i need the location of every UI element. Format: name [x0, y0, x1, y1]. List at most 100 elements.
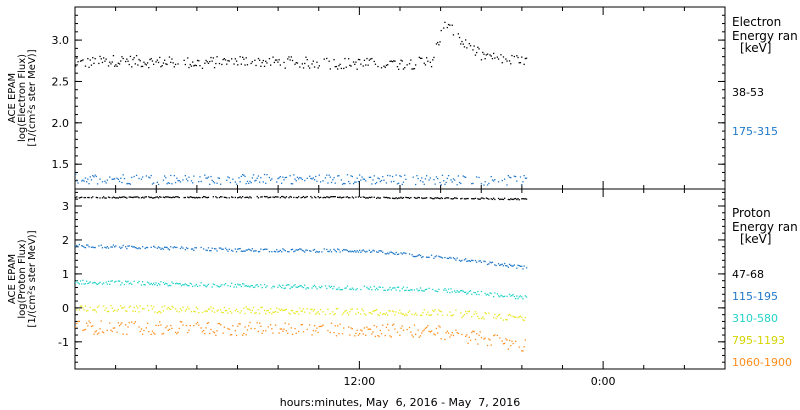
- data-point: [327, 196, 329, 198]
- data-point: [367, 288, 369, 290]
- data-point: [171, 197, 173, 199]
- data-point: [194, 247, 196, 249]
- data-point: [412, 68, 414, 70]
- data-point: [117, 178, 119, 180]
- data-point: [145, 327, 147, 329]
- data-point: [79, 60, 82, 62]
- data-point: [433, 198, 435, 200]
- data-point: [473, 45, 475, 47]
- data-point: [157, 311, 160, 313]
- data-point: [441, 257, 444, 259]
- data-point: [99, 55, 101, 58]
- data-point: [273, 196, 275, 199]
- data-point: [363, 250, 366, 252]
- data-point: [460, 43, 462, 45]
- legend-unit: [keV]: [740, 41, 771, 55]
- data-point: [326, 174, 328, 176]
- data-point: [101, 283, 104, 285]
- data-point: [515, 175, 517, 178]
- data-point: [345, 287, 347, 289]
- data-point: [404, 289, 406, 292]
- data-point: [323, 58, 325, 60]
- data-point: [170, 308, 172, 310]
- data-point: [187, 57, 189, 59]
- data-point: [281, 251, 283, 253]
- data-point: [494, 57, 496, 59]
- data-point: [259, 181, 261, 183]
- data-point: [127, 326, 129, 328]
- data-point: [320, 196, 322, 198]
- data-point: [107, 196, 110, 198]
- data-point: [493, 335, 495, 337]
- data-point: [344, 287, 346, 289]
- data-point: [501, 295, 503, 297]
- data-point: [396, 331, 399, 333]
- data-point: [298, 313, 300, 315]
- data-point: [118, 280, 121, 282]
- data-point: [151, 308, 154, 310]
- data-point: [109, 176, 111, 178]
- data-point: [452, 314, 455, 316]
- data-point: [193, 175, 195, 177]
- data-point: [290, 309, 292, 311]
- data-point: [378, 178, 380, 180]
- data-point: [103, 282, 105, 284]
- data-point: [461, 40, 463, 43]
- data-point: [301, 196, 303, 198]
- data-point: [511, 265, 513, 267]
- data-point: [268, 196, 271, 199]
- data-point: [458, 36, 461, 39]
- data-point: [228, 177, 230, 179]
- data-point: [468, 310, 470, 312]
- data-point: [422, 312, 424, 314]
- data-point: [154, 246, 156, 248]
- data-point: [89, 306, 91, 309]
- data-point: [334, 250, 336, 252]
- data-point: [146, 246, 149, 249]
- data-point: [324, 177, 327, 179]
- data-point: [86, 280, 88, 282]
- data-point: [310, 250, 312, 252]
- data-point: [111, 307, 113, 309]
- data-point: [296, 310, 299, 313]
- data-point: [88, 196, 90, 199]
- data-point: [115, 64, 117, 66]
- data-point: [188, 285, 190, 287]
- legend-entry: 1060-1900: [732, 356, 792, 369]
- data-point: [460, 182, 462, 185]
- data-point: [310, 177, 312, 180]
- data-point: [399, 175, 401, 177]
- data-point: [444, 338, 446, 341]
- data-point: [379, 329, 381, 332]
- data-point: [508, 313, 511, 316]
- data-point: [504, 197, 506, 199]
- data-point: [106, 283, 108, 285]
- data-point: [357, 180, 360, 183]
- data-point: [285, 330, 288, 332]
- data-point: [110, 305, 112, 307]
- data-point: [75, 282, 77, 284]
- data-point: [382, 286, 384, 289]
- data-point: [143, 308, 145, 310]
- data-point: [511, 340, 513, 342]
- data-point: [483, 338, 485, 340]
- data-point: [430, 197, 433, 199]
- data-point: [139, 60, 141, 62]
- data-point: [283, 309, 285, 311]
- data-point: [125, 324, 127, 326]
- data-point: [290, 249, 292, 251]
- data-point: [388, 288, 390, 291]
- data-point: [187, 247, 189, 250]
- data-point: [438, 197, 440, 199]
- data-point: [226, 197, 228, 199]
- data-point: [461, 289, 463, 292]
- data-point: [378, 335, 380, 338]
- data-point: [419, 314, 422, 316]
- data-point: [418, 336, 420, 338]
- data-point: [488, 294, 490, 296]
- data-point: [322, 180, 324, 182]
- data-point: [341, 183, 344, 185]
- data-point: [277, 251, 279, 253]
- data-point: [388, 197, 390, 199]
- data-point: [210, 250, 212, 252]
